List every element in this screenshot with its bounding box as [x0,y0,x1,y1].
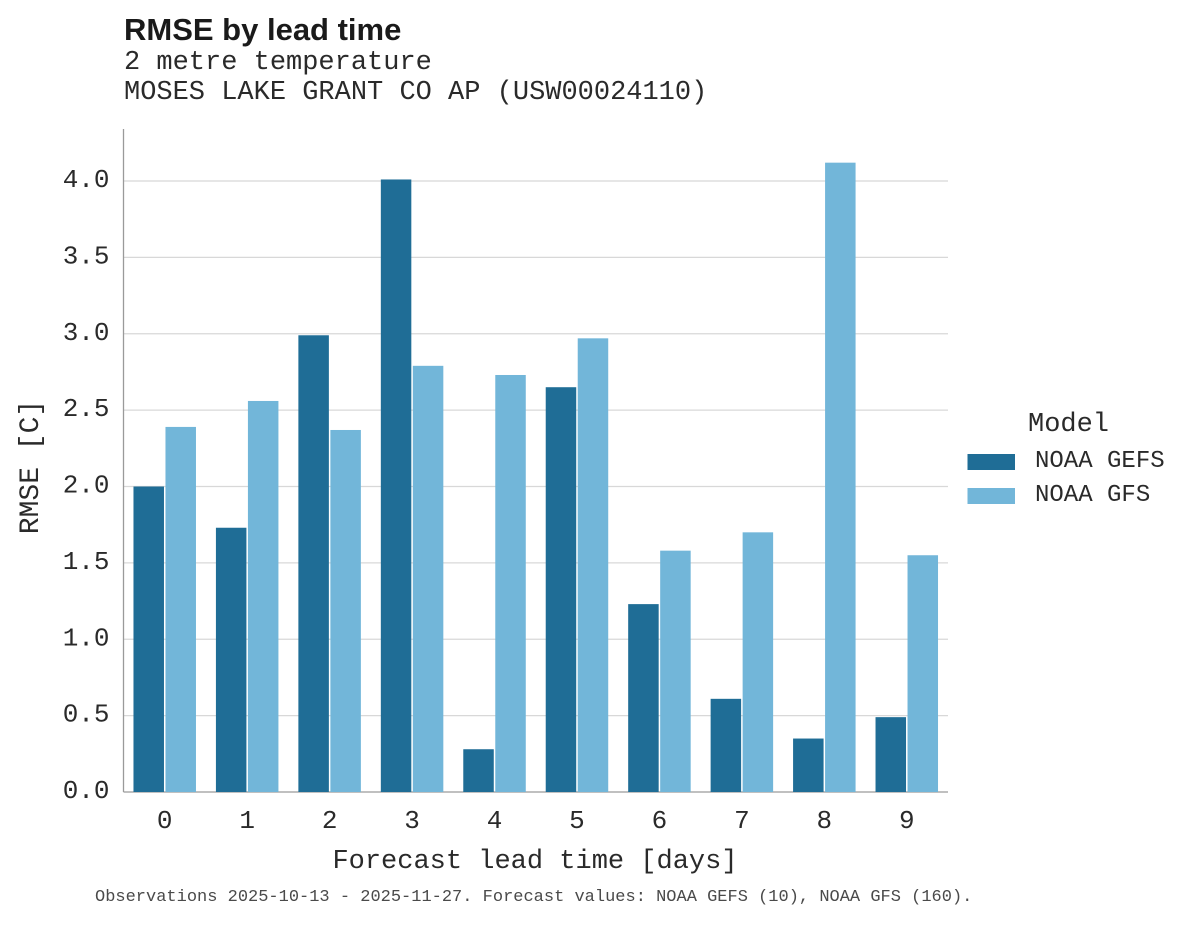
svg-text:6: 6 [652,806,668,836]
svg-text:3.5: 3.5 [63,241,110,271]
svg-text:2.0: 2.0 [63,471,110,501]
svg-text:8: 8 [817,806,833,836]
svg-text:0.0: 0.0 [63,776,110,806]
svg-text:1.5: 1.5 [63,547,110,577]
svg-text:NOAA GEFS: NOAA GEFS [1035,448,1165,475]
svg-text:0.5: 0.5 [63,700,110,730]
svg-text:7: 7 [734,806,750,836]
svg-text:5: 5 [569,806,585,836]
svg-text:Model: Model [1028,410,1109,440]
svg-text:Forecast lead time [days]: Forecast lead time [days] [332,847,737,877]
svg-text:1.0: 1.0 [63,623,110,653]
svg-text:2: 2 [322,806,338,836]
svg-text:4: 4 [487,806,503,836]
svg-text:2.5: 2.5 [63,394,110,424]
svg-text:0: 0 [157,806,173,836]
svg-text:9: 9 [899,806,915,836]
svg-text:3.0: 3.0 [63,318,110,348]
svg-text:3: 3 [404,806,420,836]
svg-text:4.0: 4.0 [63,165,110,195]
svg-text:NOAA GFS: NOAA GFS [1035,482,1150,509]
svg-text:1: 1 [239,806,255,836]
svg-text:RMSE [C]: RMSE [C] [16,400,47,534]
